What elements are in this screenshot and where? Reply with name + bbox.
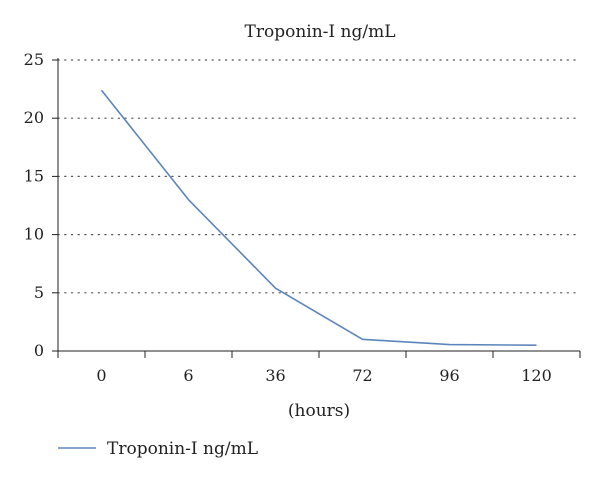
legend-label: Troponin-I ng/mL: [107, 439, 258, 459]
y-tick-label: 0: [34, 341, 44, 360]
x-axis-title: (hours): [288, 401, 350, 421]
y-tick-labels: 0 5 10 15 20 25: [24, 50, 44, 360]
y-tick-label: 20: [24, 108, 44, 127]
y-tick-label: 10: [24, 225, 44, 244]
chart-title: Troponin-I ng/mL: [245, 22, 396, 42]
x-tick-label: 120: [521, 366, 552, 385]
y-tick-label: 5: [34, 283, 44, 302]
axes: [52, 58, 581, 358]
gridlines: [57, 59, 581, 294]
x-tick-labels: 0 6 36 72 96 120: [96, 366, 551, 385]
legend: Troponin-I ng/mL: [58, 439, 258, 459]
x-tick-label: 36: [265, 366, 285, 385]
x-tick-label: 0: [96, 366, 106, 385]
y-tick-label: 25: [24, 50, 44, 69]
series-line: [100, 89, 537, 346]
y-tick-label: 15: [24, 166, 44, 185]
x-tick-label: 96: [439, 366, 459, 385]
x-tick-label: 6: [183, 366, 193, 385]
series-lines: [100, 89, 537, 346]
x-tick-label: 72: [352, 366, 372, 385]
